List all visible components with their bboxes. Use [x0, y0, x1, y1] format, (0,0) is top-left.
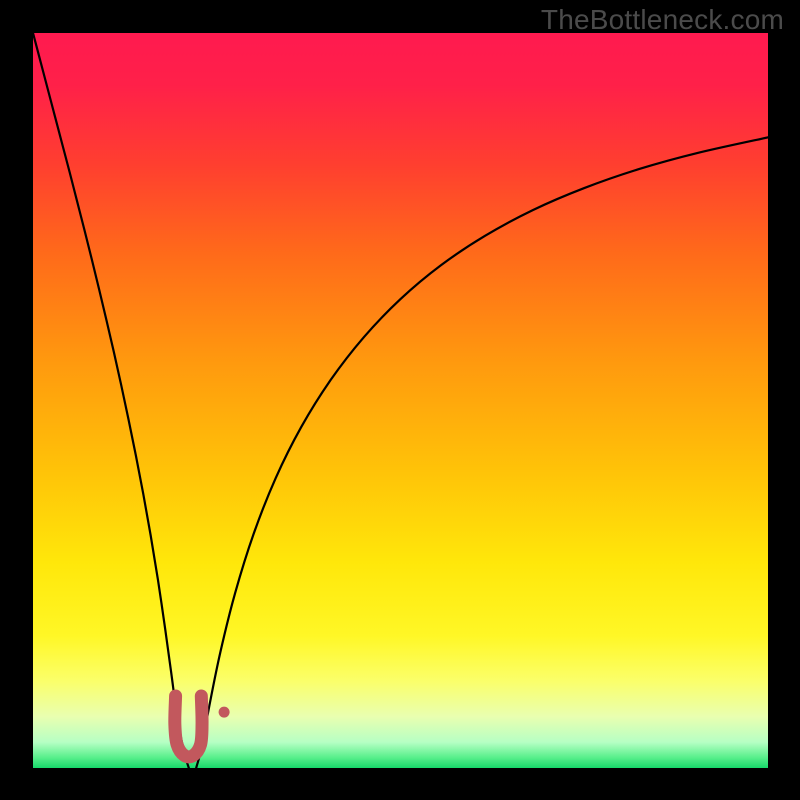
bottleneck-chart: [33, 33, 768, 768]
chart-frame: TheBottleneck.com: [0, 0, 800, 800]
watermark-label: TheBottleneck.com: [541, 4, 784, 36]
dot-marker: [219, 707, 230, 718]
gradient-background: [33, 33, 768, 768]
